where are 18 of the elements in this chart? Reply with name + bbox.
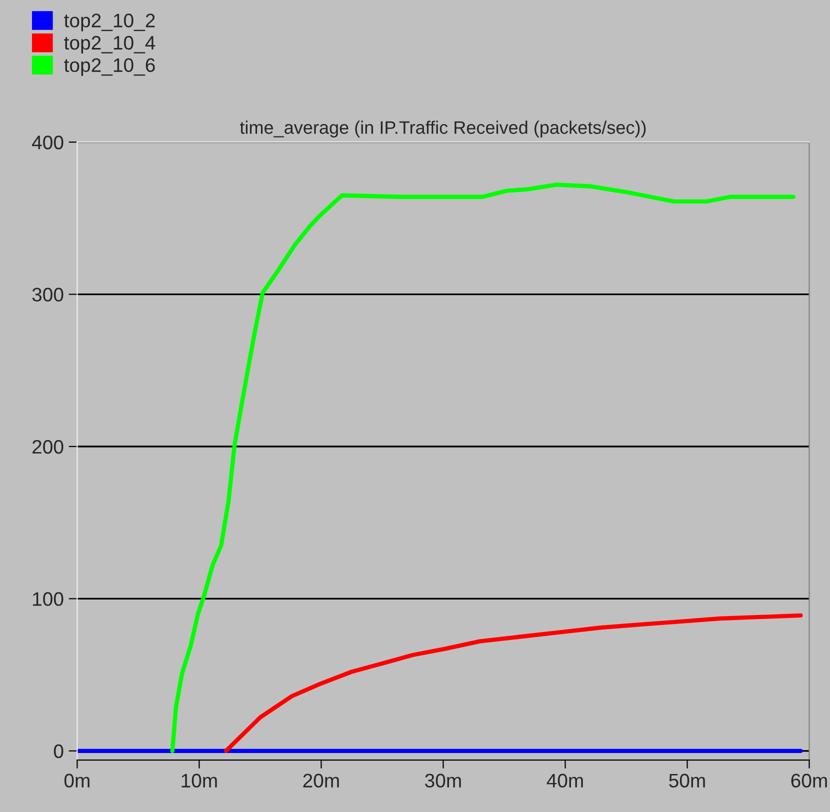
x-tick-label: 60m (791, 774, 827, 788)
x-tick-label: 50m (669, 774, 705, 788)
y-tick-label: 0 (54, 744, 64, 758)
y-tick-label: 200 (32, 440, 64, 454)
line-series (224, 613, 803, 753)
legend-label: top2_10_6 (64, 58, 155, 76)
legend-label: top2_10_4 (64, 36, 156, 54)
y-tick-label: 300 (32, 288, 64, 302)
x-tick-label: 20m (303, 774, 339, 788)
chart-title: time_average (in IP.Traffic Received (packets/sec)) (240, 120, 646, 138)
x-tick-label: 10m (182, 774, 217, 788)
y-tick-label: 400 (32, 136, 64, 150)
line-series (170, 182, 796, 753)
x-tick-label: 0m (64, 774, 90, 788)
x-tick-label: 30m (425, 774, 461, 788)
x-tick-label: 40m (546, 774, 583, 788)
legend-label: top2_10_2 (64, 14, 155, 32)
y-tick-label: 100 (33, 592, 64, 606)
